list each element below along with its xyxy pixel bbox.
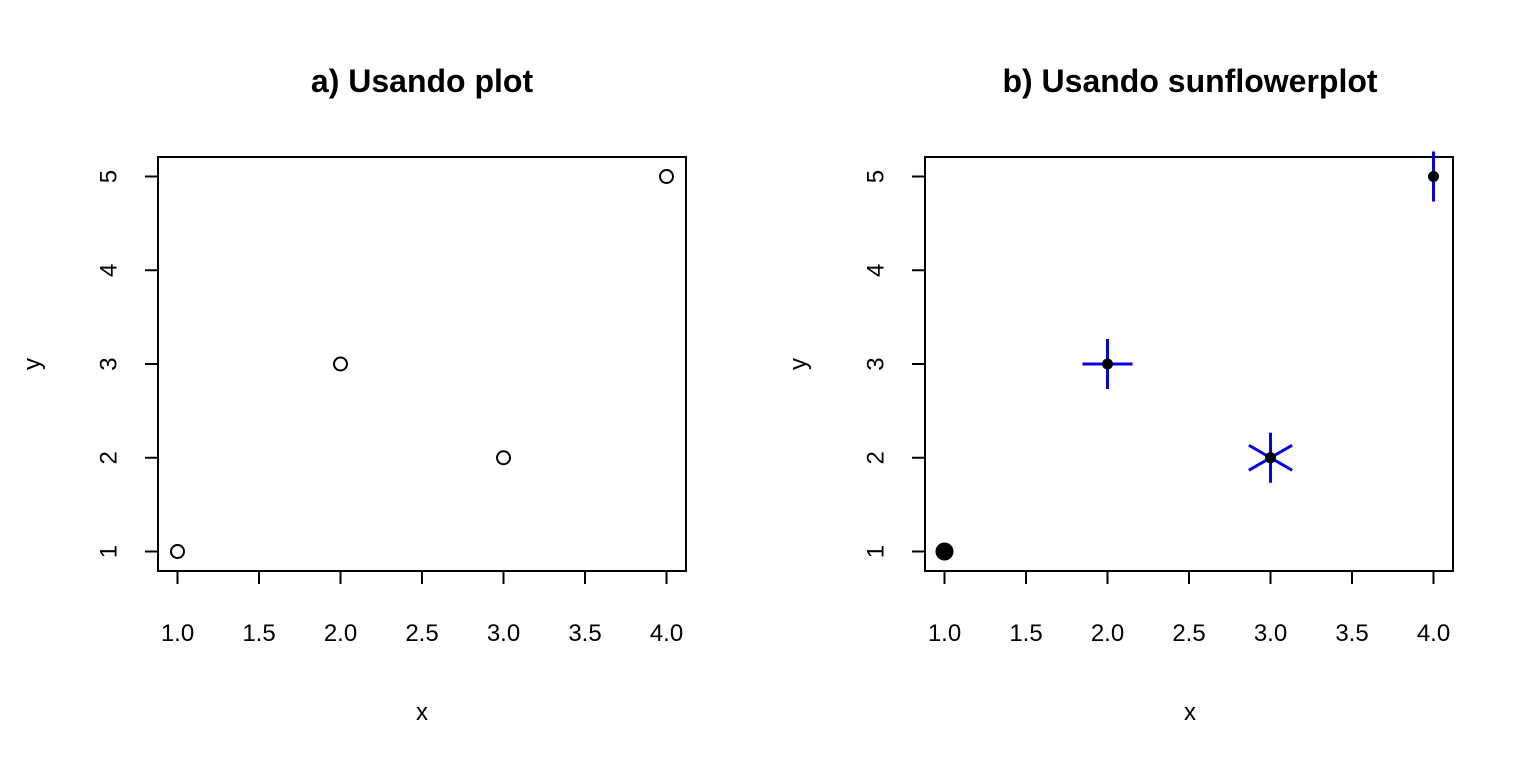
chart-title: a) Usando plot (311, 63, 534, 99)
y-tick-label: 1 (96, 545, 123, 558)
y-axis-label: y (19, 358, 46, 370)
x-axis-label: x (416, 699, 428, 726)
data-point (935, 542, 954, 561)
x-tick-label: 3.5 (1335, 620, 1368, 647)
data-point (1265, 452, 1276, 464)
x-tick-label: 4.0 (650, 620, 683, 647)
panel-b: b) Usando sunflowerplot x y 1.0 1.5 2.0 2.5… (785, 63, 1454, 726)
x-tick-label: 3.0 (487, 620, 520, 647)
x-tick-label: 3.5 (568, 620, 601, 647)
y-tick-label: 2 (863, 451, 890, 464)
data-point (333, 356, 348, 372)
data-point (1102, 358, 1113, 370)
sunflower-marker (1248, 432, 1293, 483)
x-tick-label: 1.0 (161, 620, 194, 647)
x-tick-label: 2.0 (1091, 620, 1124, 647)
y-tick-label: 1 (863, 545, 890, 558)
panel-a: a) Usando plot x y 1.0 1.5 2.0 2.5 3.0 3.5 4.0… (19, 63, 687, 726)
y-tick-label: 5 (863, 170, 890, 183)
plot-frame (157, 156, 687, 572)
x-tick-label: 2.0 (324, 620, 357, 647)
x-tick-label: 3.0 (1254, 620, 1287, 647)
sunflower-marker (1428, 151, 1439, 202)
x-tick-label: 1.0 (928, 620, 961, 647)
x-tick-label: 2.5 (405, 620, 438, 647)
x-tick-label: 4.0 (1417, 620, 1450, 647)
plot-frame (924, 156, 1454, 572)
sunflower-marker (1082, 339, 1133, 389)
y-tick-label: 4 (863, 264, 890, 277)
x-tick-label: 2.5 (1172, 620, 1205, 647)
y-tick-label: 4 (96, 264, 123, 277)
data-point (1428, 171, 1439, 182)
chart-title: b) Usando sunflowerplot (1002, 63, 1377, 99)
data-point (659, 169, 674, 184)
x-tick-label: 1.5 (1009, 620, 1042, 647)
y-tick-label: 3 (863, 357, 890, 370)
y-tick-label: 5 (96, 170, 123, 183)
data-point (496, 450, 511, 466)
y-axis-label: y (785, 358, 812, 370)
x-axis-label: x (1184, 699, 1196, 726)
data-point (170, 544, 185, 559)
x-tick-label: 1.5 (242, 620, 275, 647)
y-tick-label: 2 (96, 451, 123, 464)
y-tick-label: 3 (96, 357, 123, 370)
